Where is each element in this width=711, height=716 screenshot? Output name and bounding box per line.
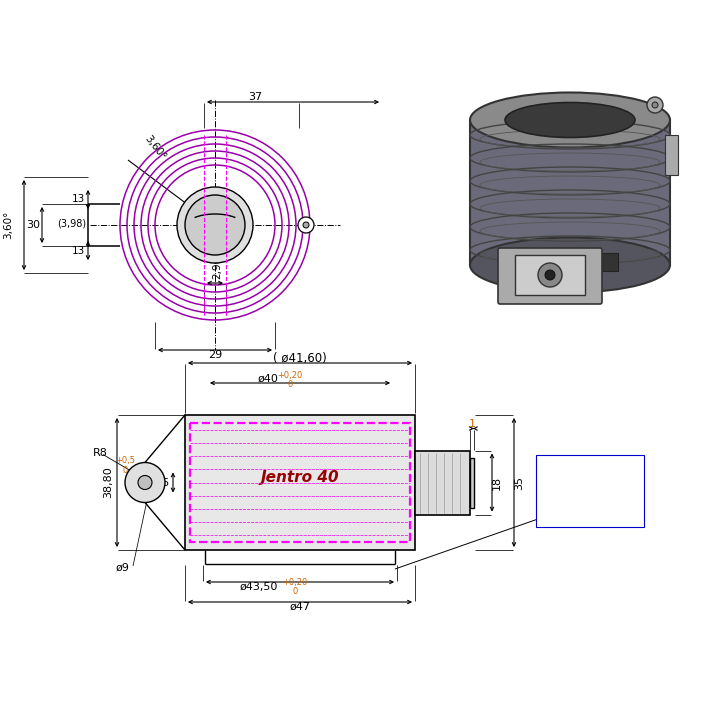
Bar <box>562 253 578 271</box>
Text: 1: 1 <box>469 418 476 428</box>
Bar <box>415 450 470 515</box>
Text: 3,60°: 3,60° <box>3 211 13 239</box>
Bar <box>185 415 415 550</box>
Text: 18: 18 <box>492 475 502 490</box>
Circle shape <box>177 187 253 263</box>
Text: 13: 13 <box>72 194 85 204</box>
Text: ( ø41,60): ( ø41,60) <box>273 352 327 364</box>
Text: +0,20: +0,20 <box>277 370 303 379</box>
Text: 35: 35 <box>514 475 524 490</box>
Text: 0: 0 <box>287 379 293 389</box>
Bar <box>536 455 644 527</box>
FancyBboxPatch shape <box>498 248 602 304</box>
Bar <box>515 255 585 295</box>
Bar <box>522 253 538 271</box>
Text: ø40: ø40 <box>257 374 279 384</box>
Text: Production: Production <box>560 466 620 476</box>
Text: 3,60°: 3,60° <box>142 134 167 163</box>
Ellipse shape <box>505 102 635 137</box>
Text: 0: 0 <box>122 466 128 475</box>
Circle shape <box>185 195 245 255</box>
Text: +0,5: +0,5 <box>115 456 135 465</box>
Circle shape <box>538 263 562 287</box>
Bar <box>602 253 618 271</box>
Circle shape <box>545 270 555 280</box>
Ellipse shape <box>470 238 670 293</box>
Text: 29: 29 <box>208 350 222 360</box>
Text: 2,96: 2,96 <box>212 256 222 279</box>
Circle shape <box>647 97 663 113</box>
Circle shape <box>125 463 165 503</box>
Text: 37: 37 <box>248 92 262 102</box>
Circle shape <box>298 217 314 233</box>
Ellipse shape <box>470 92 670 147</box>
Text: R8: R8 <box>93 448 108 458</box>
Text: ø47: ø47 <box>289 602 311 612</box>
Text: XXYYWW: XXYYWW <box>565 500 616 510</box>
Text: Jentro 40: Jentro 40 <box>261 470 339 485</box>
Text: 16: 16 <box>156 478 170 488</box>
Text: 38,80: 38,80 <box>103 467 113 498</box>
Text: 30: 30 <box>26 220 40 230</box>
Text: 13: 13 <box>72 246 85 256</box>
Text: 0: 0 <box>292 586 298 596</box>
Bar <box>470 120 670 265</box>
Text: (3,98): (3,98) <box>58 218 87 228</box>
Bar <box>190 423 410 542</box>
Circle shape <box>138 475 152 490</box>
Text: ø43,50: ø43,50 <box>240 582 278 592</box>
Text: number: number <box>568 480 611 490</box>
Polygon shape <box>665 135 678 175</box>
Circle shape <box>652 102 658 108</box>
Circle shape <box>303 222 309 228</box>
Text: +0,20: +0,20 <box>282 579 308 588</box>
Bar <box>470 458 474 508</box>
Text: ø9: ø9 <box>116 563 130 573</box>
